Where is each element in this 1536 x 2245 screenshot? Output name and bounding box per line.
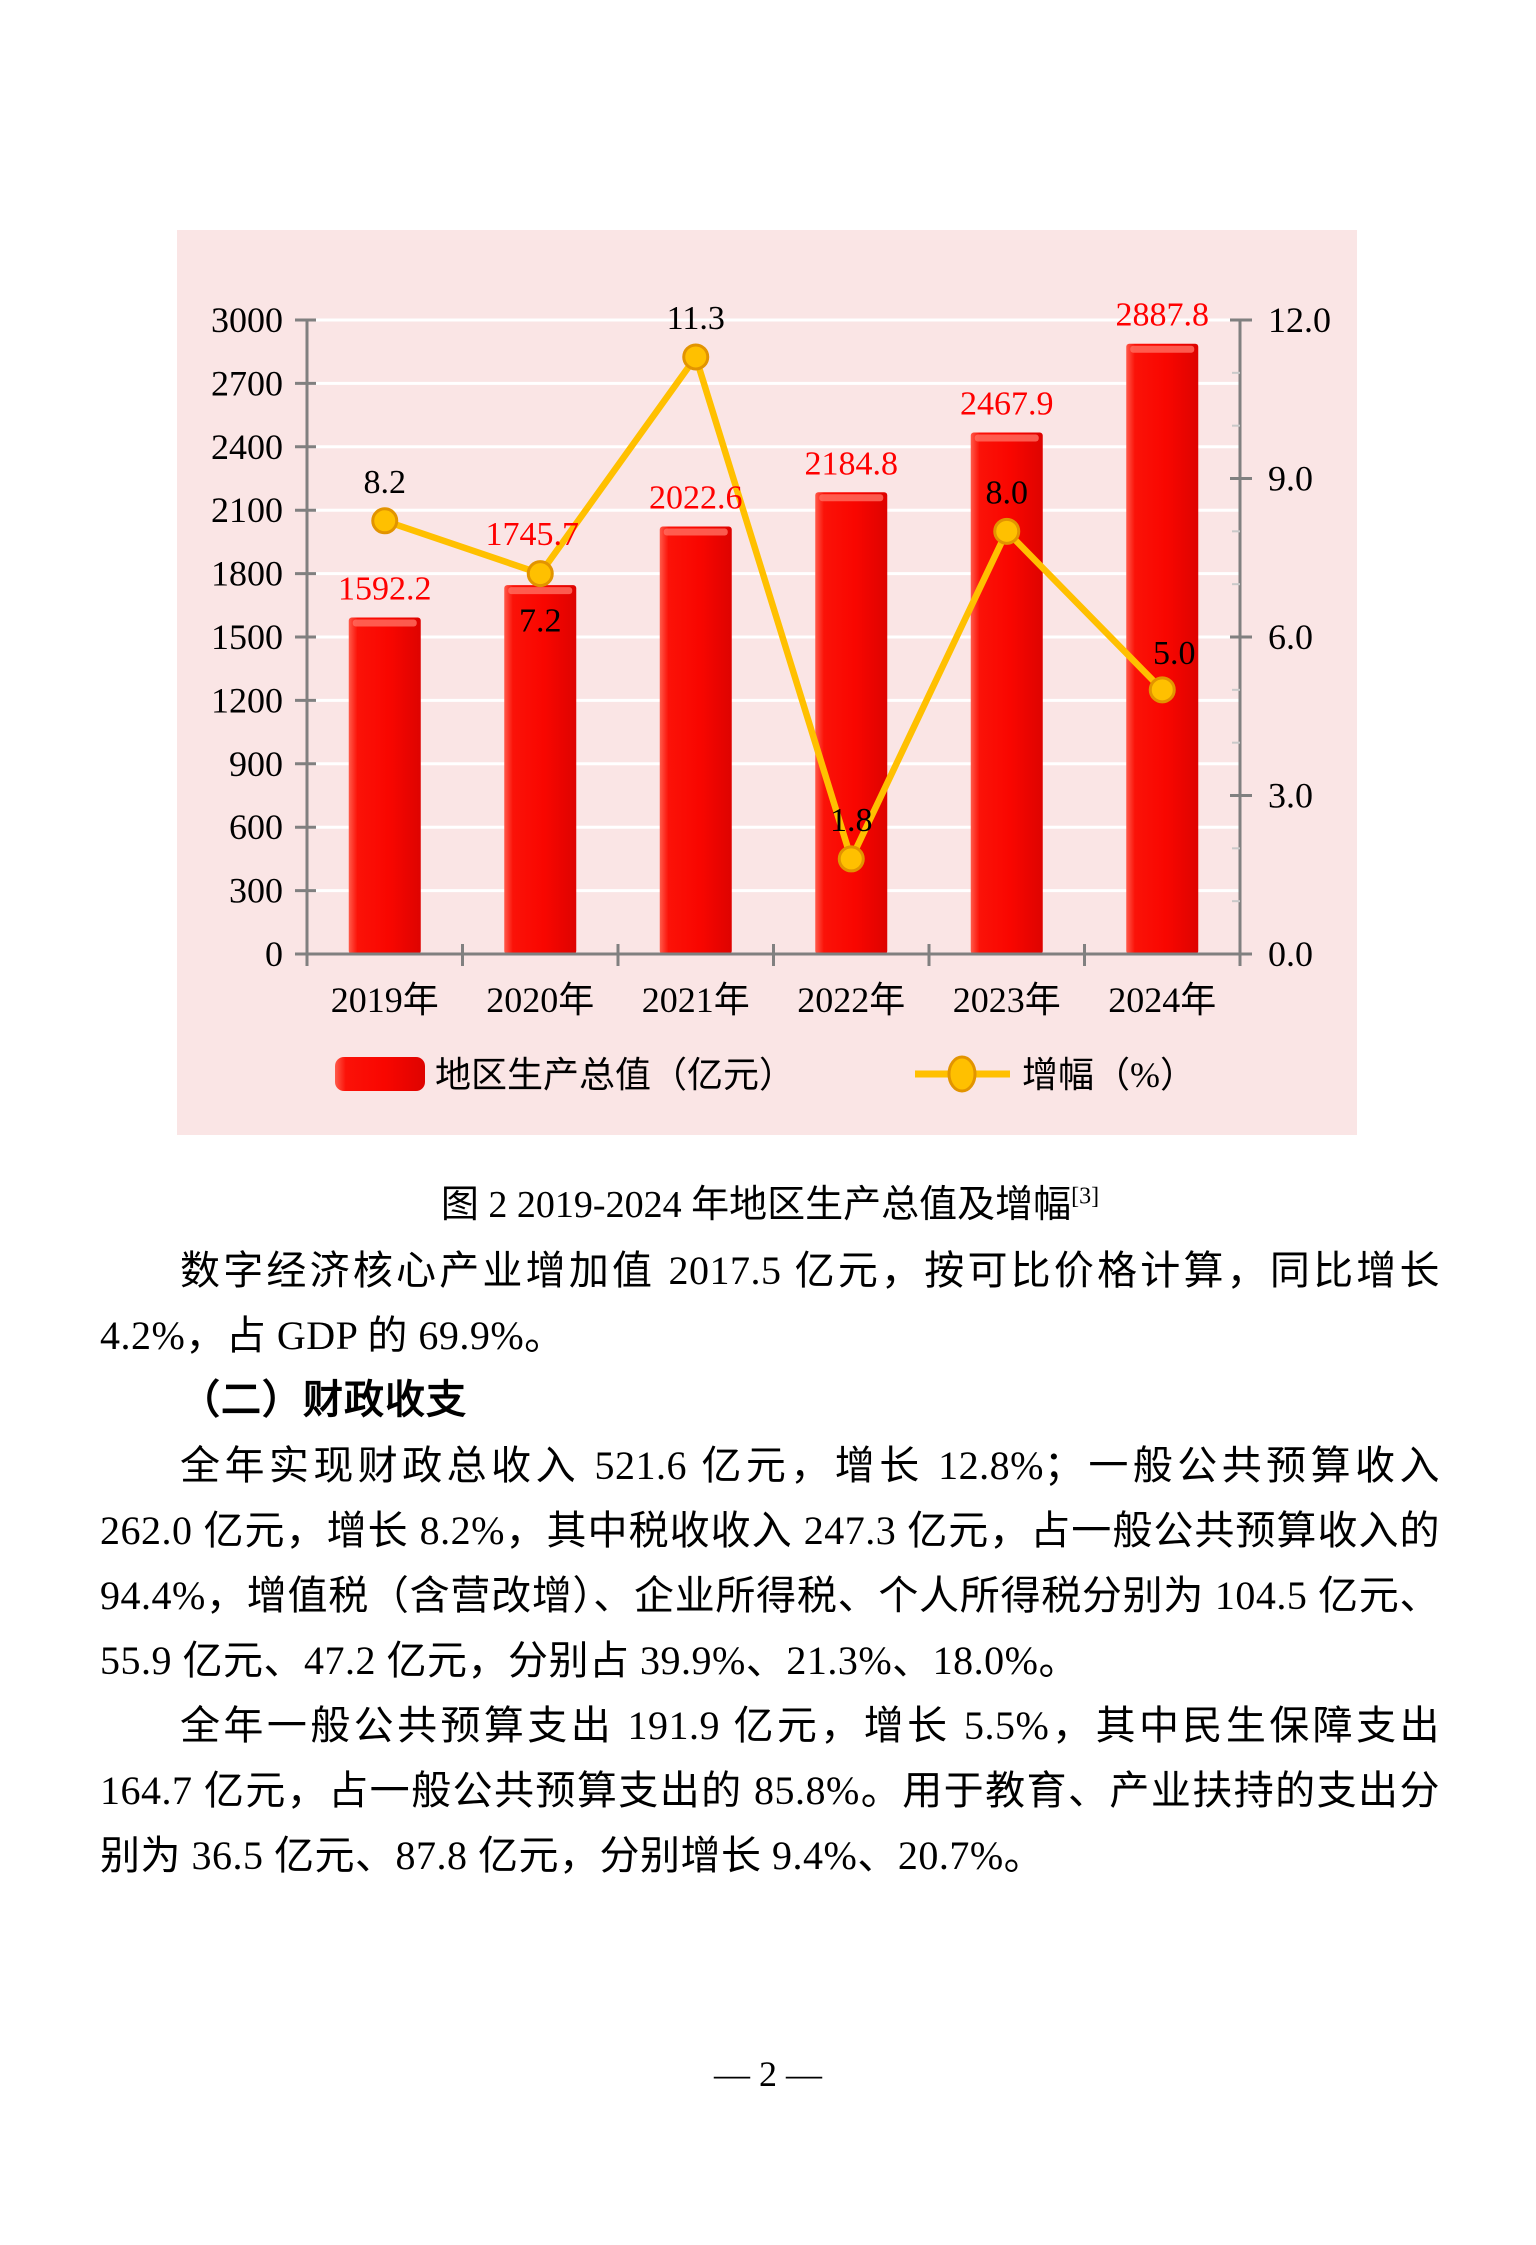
left-axis-label: 600: [229, 807, 283, 847]
left-axis-label: 2100: [211, 490, 283, 530]
legend-line-label: 增幅（%）: [1022, 1055, 1196, 1095]
gdp-growth-chart: 0 300 600 900 1200 1500 1800 2100 2400 2700 3000 0.…: [177, 230, 1357, 1135]
gdp-bars: [348, 343, 1199, 955]
gridlines: [307, 318, 1240, 893]
left-axis-label: 1800: [211, 554, 283, 594]
bar-value-label: 2887.8: [1116, 297, 1210, 334]
bar-2020年: [504, 585, 577, 954]
growth-line: [383, 353, 1165, 863]
figure-caption: 图 2 2019-2024 年地区生产总值及增幅[3]: [100, 1172, 1440, 1238]
growth-marker-2021年: [682, 343, 710, 371]
legend-bar-swatch: [335, 1057, 425, 1091]
left-axis-label: 1200: [211, 680, 283, 720]
left-axis-label: 900: [229, 744, 283, 784]
line-value-label: 11.3: [667, 300, 725, 337]
line-value-label: 8.2: [364, 464, 407, 501]
footnote-ref: [3]: [1071, 1183, 1100, 1210]
paragraph: 数字经济核心产业增加值 2017.5 亿元，按可比价格计算，同比增长 4.2%，…: [100, 1248, 1440, 1358]
x-axis-label: 2023年: [953, 980, 1061, 1020]
line-value-label: 5.0: [1153, 635, 1196, 672]
bar-value-label: 2184.8: [805, 445, 899, 482]
legend-bar-label: 地区生产总值（亿元）: [435, 1055, 795, 1095]
left-axis-label: 3000: [211, 300, 283, 340]
bar-top-highlight: [1130, 345, 1195, 353]
body-text: 图 2 2019-2024 年地区生产总值及增幅[3] 数字经济核心产业增加值 …: [100, 1172, 1440, 1888]
bar-2024年: [1126, 343, 1199, 954]
bar-2019年: [348, 617, 421, 954]
bar-value-label: 2467.9: [960, 385, 1054, 422]
figure-caption-text: 图 2 2019-2024 年地区生产总值及增幅: [440, 1184, 1072, 1226]
x-axis-label: 2022年: [797, 980, 905, 1020]
axes: [295, 318, 1252, 966]
right-axis-label: 6.0: [1268, 617, 1313, 657]
bar-value-label: 2022.6: [649, 480, 743, 517]
bar-2022年: [815, 492, 888, 954]
paragraphs: 数字经济核心产业增加值 2017.5 亿元，按可比价格计算，同比增长 4.2%，…: [100, 1238, 1440, 1888]
right-axis-label: 0.0: [1268, 934, 1313, 974]
x-axis-label: 2020年: [486, 980, 594, 1020]
page-number: — 2 —: [714, 2054, 822, 2094]
paragraph: 全年实现财政总收入 521.6 亿元，增长 12.8%；一般公共预算收入 262…: [100, 1443, 1440, 1683]
growth-marker-2019年: [371, 507, 399, 535]
line-value-label: 1.8: [830, 802, 873, 839]
growth-line-series: [371, 343, 1176, 873]
left-axis-label: 300: [229, 871, 283, 911]
line-value-label: 7.2: [519, 603, 562, 640]
left-axis-label: 0: [265, 934, 283, 974]
section-heading: （二）财政收支: [180, 1378, 467, 1422]
x-axis-label: 2019年: [331, 980, 439, 1020]
legend-line-marker: [947, 1055, 977, 1093]
bar-value-label: 1592.2: [338, 571, 432, 608]
bar-2021年: [659, 526, 732, 954]
right-axis-label: 3.0: [1268, 776, 1313, 816]
growth-marker-2022年: [837, 845, 865, 873]
bar-top-highlight: [508, 587, 573, 595]
bar-top-highlight: [663, 528, 728, 536]
left-axis-label: 1500: [211, 617, 283, 657]
left-axis-label: 2400: [211, 427, 283, 467]
growth-marker-2020年: [526, 560, 554, 588]
x-axis-label: 2024年: [1108, 980, 1216, 1020]
growth-marker-2024年: [1148, 676, 1176, 704]
left-axis-label: 2700: [211, 363, 283, 403]
bar-top-highlight: [352, 619, 417, 627]
legend: [335, 1055, 1010, 1093]
bar-top-highlight: [819, 494, 884, 502]
bar-value-label: 1745.7: [486, 516, 580, 553]
growth-marker-2023年: [993, 517, 1021, 545]
line-value-label: 8.0: [986, 474, 1029, 511]
paragraph: 全年一般公共预算支出 191.9 亿元，增长 5.5%，其中民生保障支出 164…: [100, 1703, 1440, 1878]
chart-canvas: 0 300 600 900 1200 1500 1800 2100 2400 2700 3000 0.…: [177, 230, 1357, 1135]
right-axis-label: 12.0: [1268, 300, 1331, 340]
right-axis-label: 9.0: [1268, 459, 1313, 499]
x-axis-label: 2021年: [642, 980, 750, 1020]
bar-top-highlight: [974, 434, 1039, 442]
